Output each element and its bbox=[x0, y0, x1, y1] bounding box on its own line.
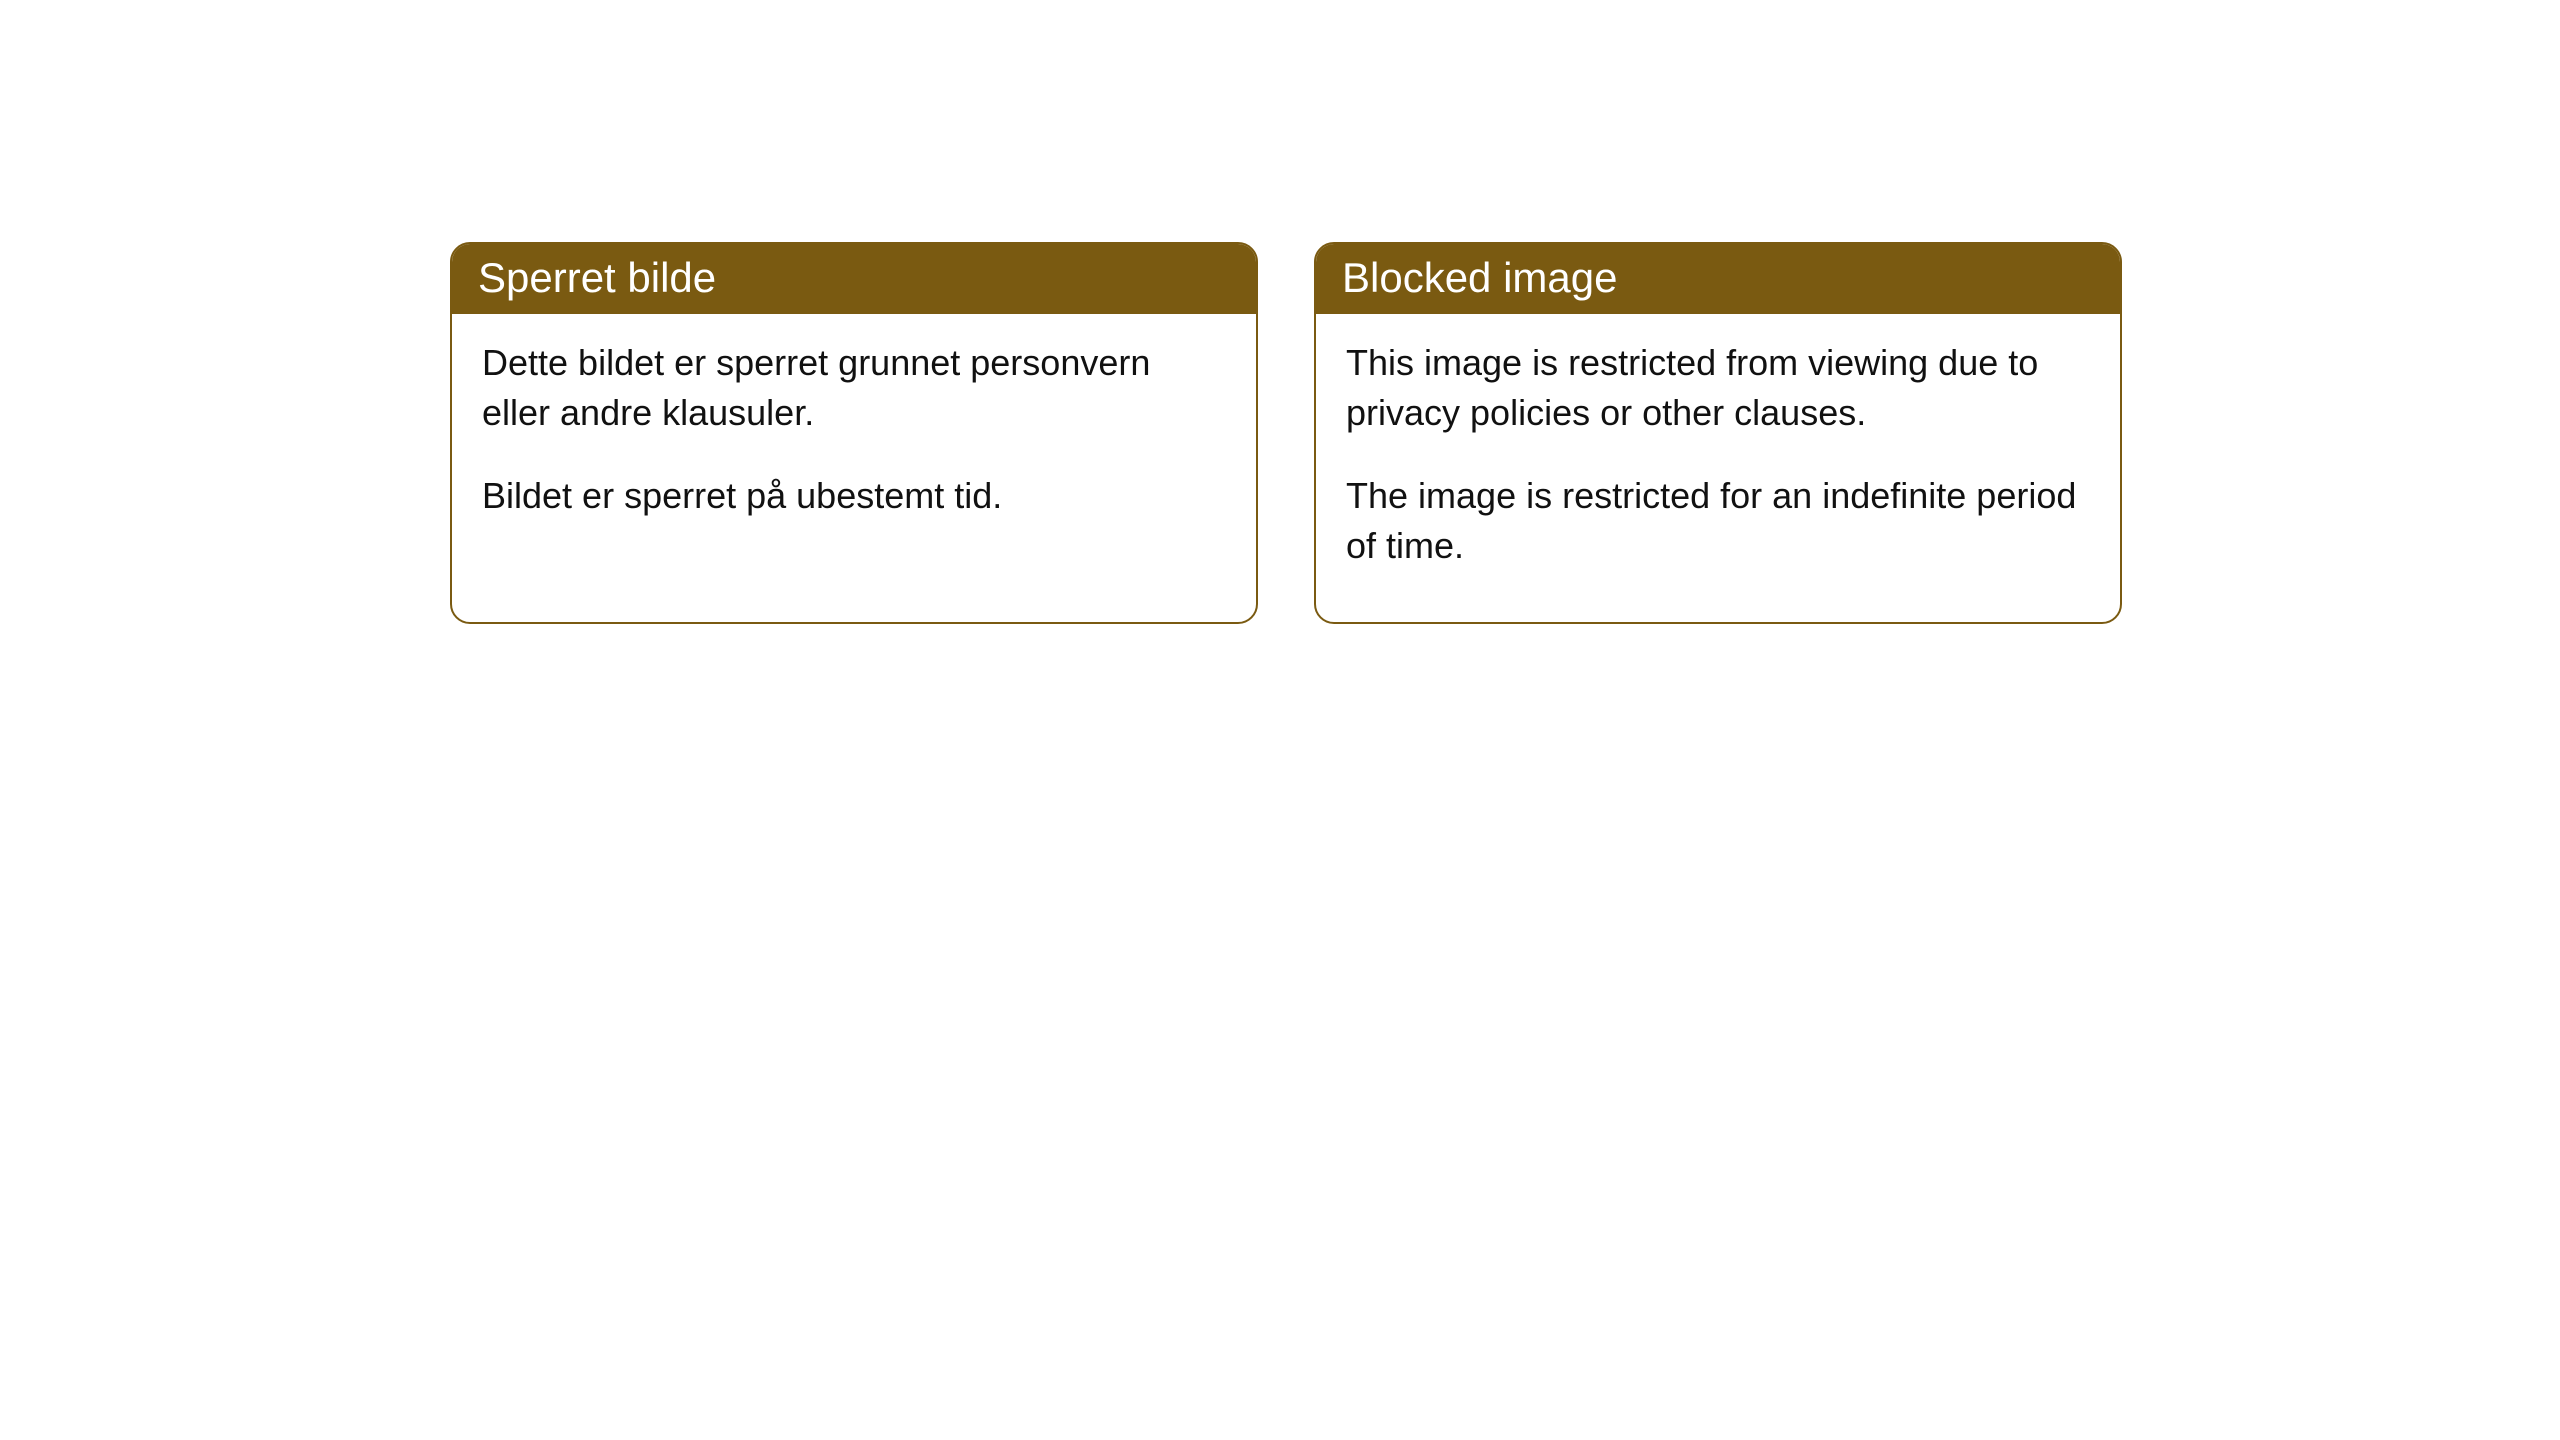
blocked-image-card-en: Blocked image This image is restricted f… bbox=[1314, 242, 2122, 624]
card-text-en-1: This image is restricted from viewing du… bbox=[1346, 338, 2090, 439]
card-text-no-1: Dette bildet er sperret grunnet personve… bbox=[482, 338, 1226, 439]
card-header-no: Sperret bilde bbox=[452, 244, 1256, 314]
cards-container: Sperret bilde Dette bildet er sperret gr… bbox=[0, 0, 2560, 624]
card-text-en-2: The image is restricted for an indefinit… bbox=[1346, 471, 2090, 572]
blocked-image-card-no: Sperret bilde Dette bildet er sperret gr… bbox=[450, 242, 1258, 624]
card-text-no-2: Bildet er sperret på ubestemt tid. bbox=[482, 471, 1226, 521]
card-body-en: This image is restricted from viewing du… bbox=[1316, 314, 2120, 622]
card-body-no: Dette bildet er sperret grunnet personve… bbox=[452, 314, 1256, 571]
card-header-en: Blocked image bbox=[1316, 244, 2120, 314]
